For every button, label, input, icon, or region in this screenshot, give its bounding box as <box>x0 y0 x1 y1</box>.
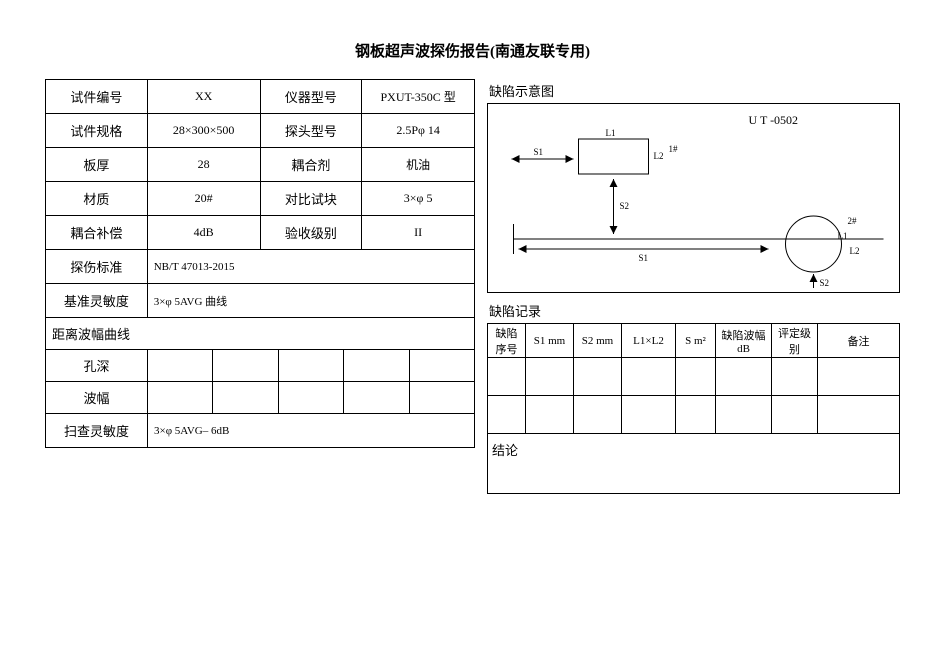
cell-label: 仪器型号 <box>260 80 362 114</box>
col-hdr: S1 mm <box>526 324 574 358</box>
defect-circle-2 <box>786 216 842 272</box>
cell-value: 3×φ 5 <box>362 182 475 216</box>
cell-label: 试件编号 <box>46 80 148 114</box>
cell-blank <box>148 382 213 414</box>
cell-value: 20# <box>147 182 260 216</box>
cell-blank <box>344 382 409 414</box>
cell-blank <box>409 350 474 382</box>
diagram-svg: U T -0502 L1 L2 1# S1 S2 <box>488 104 899 292</box>
two-label: 2# <box>848 216 858 226</box>
main-params-table: 试件编号 XX 仪器型号 PXUT-350C 型 试件规格 28×300×500… <box>45 79 475 318</box>
right-column: 缺陷示意图 U T -0502 L1 L2 1# S1 <box>487 79 900 494</box>
diagram-header: 缺陷示意图 <box>487 79 900 103</box>
cell-value: XX <box>147 80 260 114</box>
cell-label: 扫查灵敏度 <box>46 414 148 448</box>
l2-label: L2 <box>654 151 664 161</box>
cell-blank <box>278 350 343 382</box>
cell-blank <box>574 396 622 434</box>
cell-value: 28 <box>147 148 260 182</box>
cell-blank <box>676 358 716 396</box>
col-hdr: 缺陷 序号 <box>488 324 526 358</box>
cell-value: 3×φ 5AVG– 6dB <box>148 414 475 448</box>
cell-blank <box>716 396 772 434</box>
cell-label: 耦合补偿 <box>46 216 148 250</box>
cell-label: 板厚 <box>46 148 148 182</box>
cell-blank <box>213 382 278 414</box>
defect-diagram: U T -0502 L1 L2 1# S1 S2 <box>487 103 900 293</box>
cell-value: PXUT-350C 型 <box>362 80 475 114</box>
cell-blank <box>676 396 716 434</box>
s1-label-2: S1 <box>639 253 649 263</box>
cell-value: 4dB <box>147 216 260 250</box>
l1-label: L1 <box>606 128 616 138</box>
cell-label: 耦合剂 <box>260 148 362 182</box>
cell-label: 验收级别 <box>260 216 362 250</box>
cell-blank <box>409 382 474 414</box>
ut-label: U T -0502 <box>749 113 799 127</box>
cell-value: 28×300×500 <box>147 114 260 148</box>
cell-value: 3×φ 5AVG 曲线 <box>147 284 474 318</box>
cell-blank <box>574 358 622 396</box>
one-label: 1# <box>669 144 679 154</box>
cell-label: 试件规格 <box>46 114 148 148</box>
cell-blank <box>213 350 278 382</box>
l2-label-2: L2 <box>850 246 860 256</box>
defect-rect-1 <box>579 139 649 174</box>
cell-blank <box>716 358 772 396</box>
cell-label: 材质 <box>46 182 148 216</box>
defect-record-header: 缺陷记录 <box>487 299 900 323</box>
cell-label: 波幅 <box>46 382 148 414</box>
cell-blank <box>148 350 213 382</box>
cell-blank <box>622 396 676 434</box>
cell-blank <box>488 396 526 434</box>
dist-header: 距离波幅曲线 <box>46 318 475 350</box>
col-hdr: S2 mm <box>574 324 622 358</box>
cell-value: NB/T 47013-2015 <box>147 250 474 284</box>
scan-sensitivity-table: 扫查灵敏度 3×φ 5AVG– 6dB <box>45 413 475 448</box>
col-hdr: 评定级 别 <box>772 324 818 358</box>
col-hdr: 缺陷波幅 dB <box>716 324 772 358</box>
cell-blank <box>622 358 676 396</box>
cell-label: 对比试块 <box>260 182 362 216</box>
s2-label-2: S2 <box>820 278 830 288</box>
cell-value: 机油 <box>362 148 475 182</box>
cell-blank <box>278 382 343 414</box>
cell-label: 基准灵敏度 <box>46 284 148 318</box>
cell-blank <box>526 396 574 434</box>
cell-blank <box>818 396 900 434</box>
cell-blank <box>344 350 409 382</box>
cell-value: II <box>362 216 475 250</box>
l1-label-2: L1 <box>838 231 848 241</box>
conclusion-table: 结论 <box>487 433 900 494</box>
s2-label: S2 <box>620 201 630 211</box>
col-hdr: L1×L2 <box>622 324 676 358</box>
cell-blank <box>772 358 818 396</box>
distance-amplitude-table: 距离波幅曲线 孔深 波幅 <box>45 317 475 414</box>
cell-blank <box>526 358 574 396</box>
conclusion-cell: 结论 <box>488 434 900 494</box>
cell-label: 孔深 <box>46 350 148 382</box>
cell-blank <box>818 358 900 396</box>
col-hdr: 备注 <box>818 324 900 358</box>
defect-record-table: 缺陷 序号 S1 mm S2 mm L1×L2 S m² 缺陷波幅 dB 评定级… <box>487 323 900 434</box>
cell-value: 2.5Pφ 14 <box>362 114 475 148</box>
s1-label: S1 <box>534 147 544 157</box>
report-title: 钢板超声波探伤报告(南通友联专用) <box>45 40 900 61</box>
cell-blank <box>772 396 818 434</box>
cell-label: 探头型号 <box>260 114 362 148</box>
col-hdr: S m² <box>676 324 716 358</box>
left-column: 试件编号 XX 仪器型号 PXUT-350C 型 试件规格 28×300×500… <box>45 79 475 494</box>
cell-blank <box>488 358 526 396</box>
cell-label: 探伤标准 <box>46 250 148 284</box>
